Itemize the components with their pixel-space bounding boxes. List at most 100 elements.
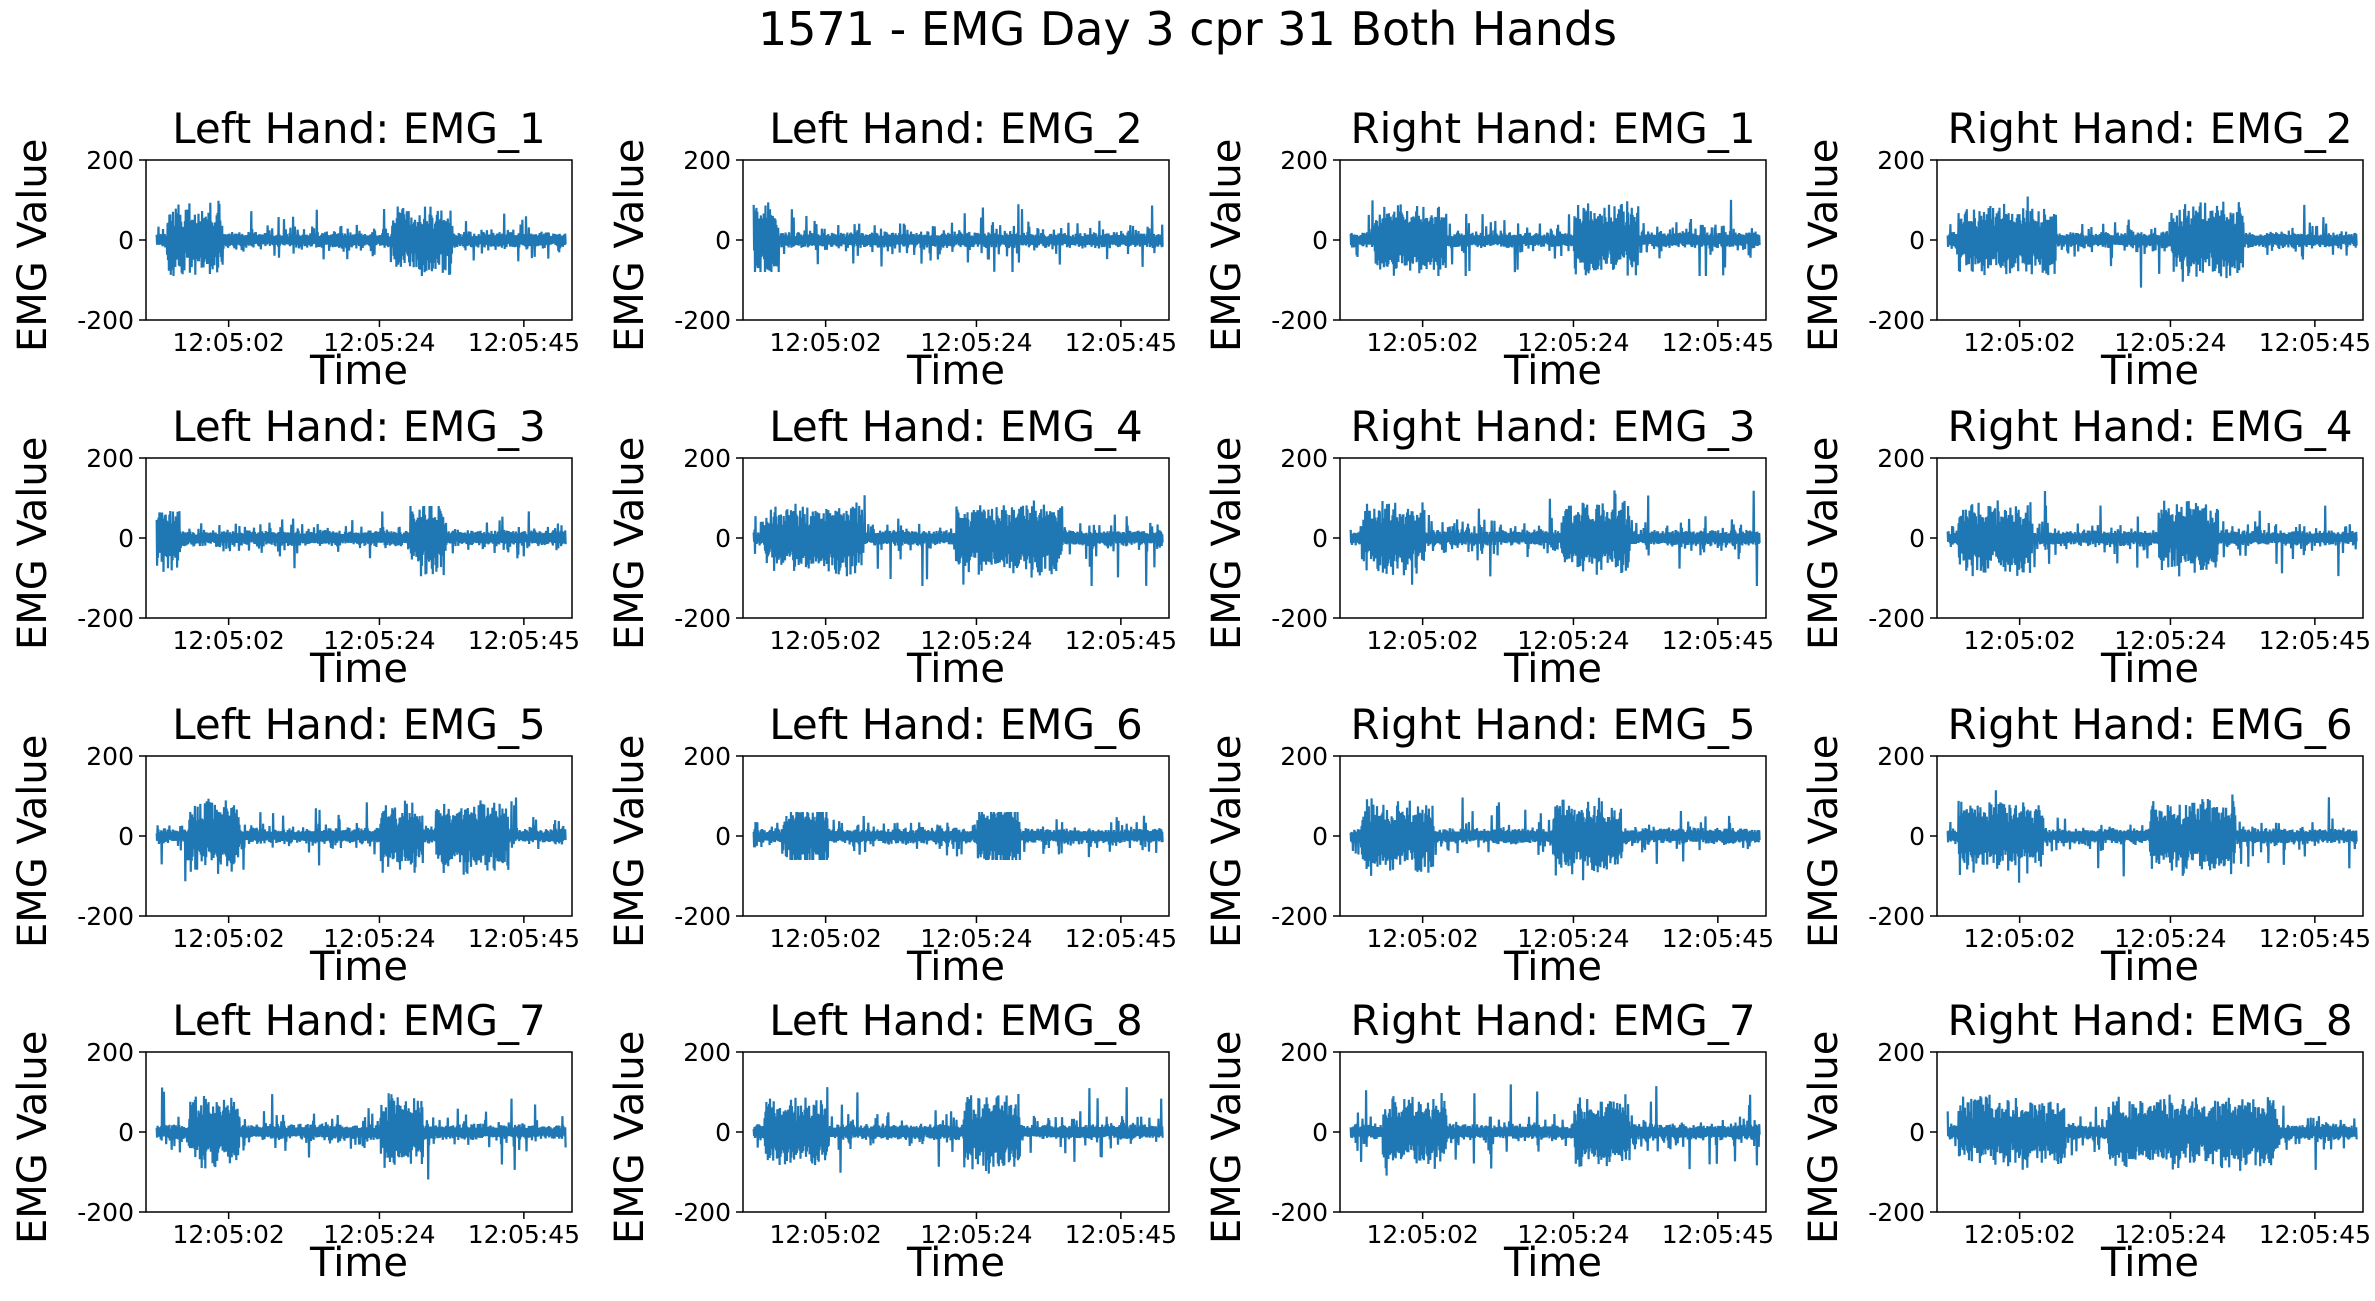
y-tick-label: 0 — [1909, 524, 1925, 553]
y-axis-label: EMG Value — [1204, 1030, 1250, 1244]
y-axis-label: EMG Value — [607, 436, 653, 650]
emg-series-line — [752, 1087, 1164, 1174]
x-tick-label: 12:05:45 — [1065, 328, 1177, 357]
x-tick-label: 12:05:02 — [1367, 924, 1479, 953]
emg-series-line — [155, 1087, 567, 1180]
subplot-axes: -200 0 200 12:05:02 12:05:24 12:05:45 — [1868, 444, 2371, 655]
y-axis-label: EMG Value — [1801, 436, 1847, 650]
x-tick-label: 12:05:02 — [173, 626, 285, 655]
y-tick-label: 200 — [1877, 146, 1925, 175]
x-tick-label: 12:05:45 — [2259, 626, 2371, 655]
x-tick-label: 12:05:02 — [1367, 328, 1479, 357]
y-tick-label: 0 — [118, 524, 134, 553]
x-tick-label: 12:05:02 — [173, 328, 285, 357]
y-tick-label: -200 — [77, 604, 134, 633]
emg-series-line — [1946, 196, 2358, 288]
emg-series-line — [752, 811, 1164, 861]
x-tick-label: 12:05:45 — [468, 924, 580, 953]
x-tick-label: 12:05:45 — [1662, 626, 1774, 655]
x-axis-label: Time — [310, 348, 408, 394]
x-tick-label: 12:05:24 — [2114, 328, 2226, 357]
x-tick-label: 12:05:02 — [1964, 626, 2076, 655]
y-tick-label: 0 — [715, 822, 731, 851]
x-tick-label: 12:05:24 — [920, 328, 1032, 357]
subplot-title: Left Hand: EMG_2 — [769, 104, 1143, 153]
x-axis-label: Time — [310, 1240, 408, 1286]
x-tick-label: 12:05:24 — [1517, 328, 1629, 357]
emg-series-line — [155, 200, 567, 277]
x-axis-label: Time — [1504, 348, 1602, 394]
y-tick-label: -200 — [1868, 604, 1925, 633]
x-tick-label: 12:05:24 — [323, 626, 435, 655]
x-axis-label: Time — [2101, 348, 2199, 394]
y-axis-label: EMG Value — [607, 138, 653, 352]
subplot-axes: -200 0 200 12:05:02 12:05:24 12:05:45 — [674, 1038, 1177, 1249]
x-tick-label: 12:05:24 — [323, 328, 435, 357]
x-tick-label: 12:05:45 — [1662, 924, 1774, 953]
x-tick-label: 12:05:24 — [2114, 924, 2226, 953]
subplot-title: Right Hand: EMG_5 — [1350, 700, 1756, 749]
subplot-axes: -200 0 200 12:05:02 12:05:24 12:05:45 — [1271, 146, 1774, 357]
subplot-title: Right Hand: EMG_6 — [1947, 700, 2353, 749]
x-tick-label: 12:05:24 — [2114, 1220, 2226, 1249]
x-axis-label: Time — [2101, 944, 2199, 990]
y-tick-label: -200 — [674, 1198, 731, 1227]
y-axis-label: EMG Value — [1801, 734, 1847, 948]
y-tick-label: -200 — [1271, 604, 1328, 633]
x-tick-label: 12:05:24 — [1517, 626, 1629, 655]
x-axis-label: Time — [907, 944, 1005, 990]
y-axis-label: EMG Value — [1204, 138, 1250, 352]
subplot-title: Left Hand: EMG_3 — [172, 402, 546, 451]
emg-series-line — [752, 202, 1164, 273]
y-tick-label: -200 — [77, 902, 134, 931]
x-tick-label: 12:05:02 — [1964, 328, 2076, 357]
x-tick-label: 12:05:45 — [1065, 1220, 1177, 1249]
x-tick-label: 12:05:24 — [920, 626, 1032, 655]
emg-series-line — [752, 495, 1164, 587]
subplot-title: Left Hand: EMG_6 — [769, 700, 1143, 749]
emg-series-line — [1946, 490, 2358, 577]
y-axis-label: EMG Value — [1801, 1030, 1847, 1244]
subplot-axes: -200 0 200 12:05:02 12:05:24 12:05:45 — [674, 444, 1177, 655]
y-tick-label: 200 — [683, 444, 731, 473]
y-tick-label: -200 — [77, 306, 134, 335]
y-axis-label: EMG Value — [10, 436, 56, 650]
subplot-axes: -200 0 200 12:05:02 12:05:24 12:05:45 — [77, 146, 580, 357]
x-axis-label: Time — [2101, 1240, 2199, 1286]
x-tick-label: 12:05:02 — [1964, 924, 2076, 953]
x-tick-label: 12:05:02 — [1367, 626, 1479, 655]
x-tick-label: 12:05:24 — [2114, 626, 2226, 655]
x-tick-label: 12:05:45 — [468, 626, 580, 655]
x-tick-label: 12:05:45 — [1065, 924, 1177, 953]
y-tick-label: 0 — [715, 1118, 731, 1147]
subplot-title: Right Hand: EMG_4 — [1947, 402, 2353, 451]
x-tick-label: 12:05:45 — [1065, 626, 1177, 655]
y-tick-label: 0 — [715, 524, 731, 553]
x-tick-label: 12:05:02 — [770, 924, 882, 953]
y-tick-label: -200 — [1271, 306, 1328, 335]
y-tick-label: 200 — [1877, 742, 1925, 771]
subplot-title: Right Hand: EMG_7 — [1350, 996, 1756, 1045]
x-tick-label: 12:05:45 — [2259, 328, 2371, 357]
y-tick-label: 0 — [715, 226, 731, 255]
subplot-axes: -200 0 200 12:05:02 12:05:24 12:05:45 — [1271, 742, 1774, 953]
subplot-axes: -200 0 200 12:05:02 12:05:24 12:05:45 — [1868, 1038, 2371, 1249]
figure-title: 1571 - EMG Day 3 cpr 31 Both Hands — [757, 2, 1618, 56]
y-tick-label: 0 — [118, 1118, 134, 1147]
y-axis-label: EMG Value — [1204, 734, 1250, 948]
y-tick-label: 200 — [86, 146, 134, 175]
x-tick-label: 12:05:02 — [1964, 1220, 2076, 1249]
y-tick-label: 200 — [683, 1038, 731, 1067]
y-tick-label: 0 — [118, 822, 134, 851]
subplot-axes: -200 0 200 12:05:02 12:05:24 12:05:45 — [77, 1038, 580, 1249]
subplot-title: Right Hand: EMG_1 — [1350, 104, 1756, 153]
x-tick-label: 12:05:02 — [770, 1220, 882, 1249]
subplot-title: Left Hand: EMG_4 — [769, 402, 1143, 451]
y-axis-label: EMG Value — [1801, 138, 1847, 352]
y-tick-label: 200 — [1280, 444, 1328, 473]
subplot-axes: -200 0 200 12:05:02 12:05:24 12:05:45 — [77, 742, 580, 953]
x-tick-label: 12:05:24 — [1517, 1220, 1629, 1249]
emg-series-line — [1349, 199, 1761, 277]
y-axis-label: EMG Value — [10, 138, 56, 352]
x-axis-label: Time — [310, 646, 408, 692]
